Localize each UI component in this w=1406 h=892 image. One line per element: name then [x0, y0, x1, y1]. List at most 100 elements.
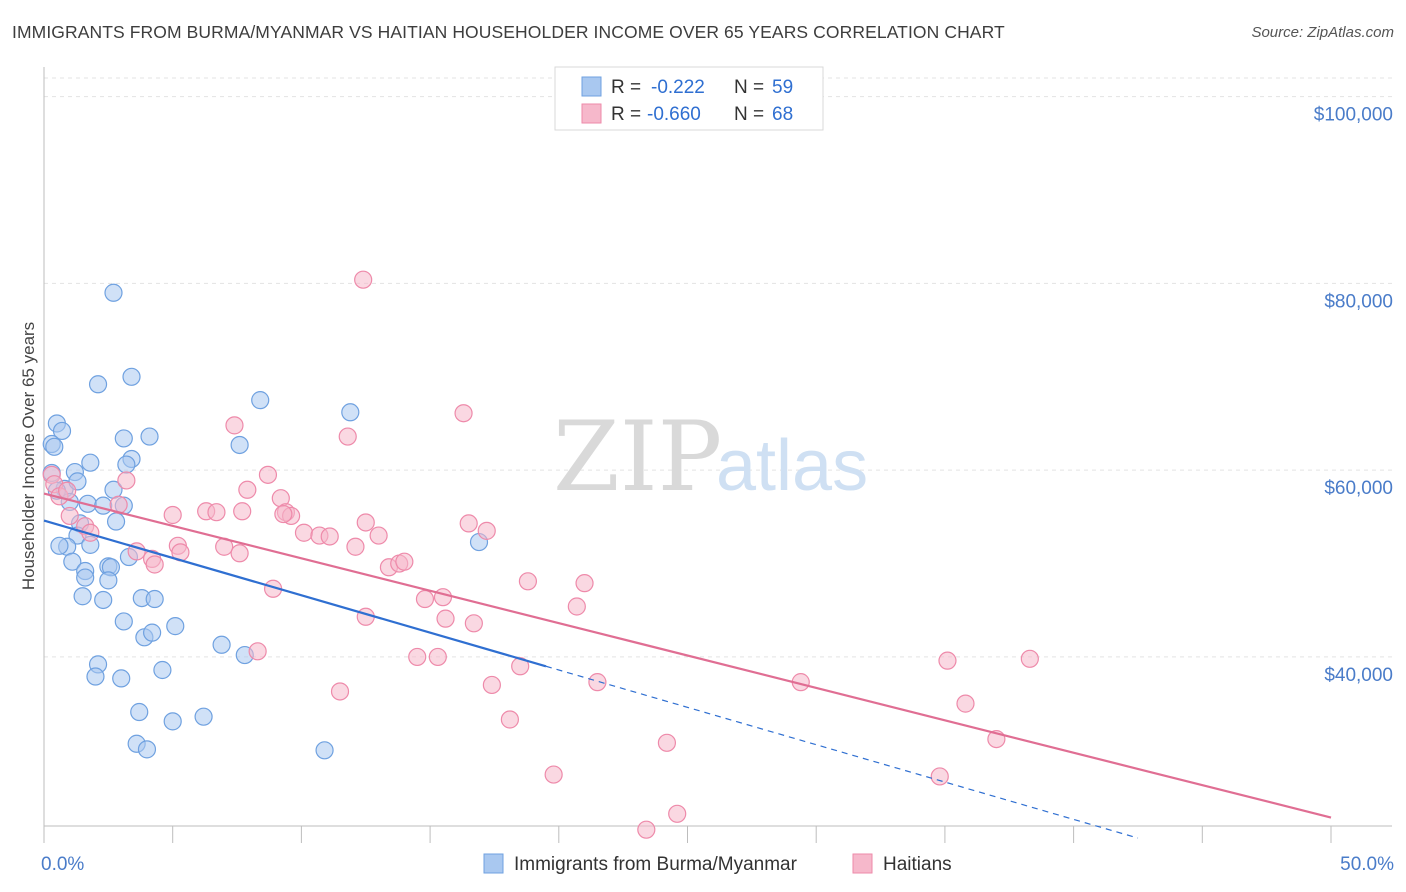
point-haitians-42 — [433, 588, 453, 607]
legend-r-value-burma: -0.222 — [651, 77, 705, 98]
legend-r-label-burma: R = — [611, 77, 641, 98]
point-haitians-22 — [258, 465, 278, 484]
watermark-atlas: atlas — [716, 426, 868, 506]
bottom-legend-label-burma: Immigrants from Burma/Myanmar — [514, 854, 798, 875]
point-haitians-33 — [354, 270, 373, 289]
point-burma-38 — [166, 617, 185, 636]
point-burma-45 — [112, 669, 131, 688]
point-burma-1 — [88, 375, 108, 394]
correlation-legend: R = -0.222 N = 59 R = -0.660 N = 68 — [554, 66, 824, 131]
y-tick-labels: $40,000 $60,000 $80,000 $100,000 — [1314, 105, 1393, 686]
y-tick-label-2: $80,000 — [1324, 291, 1393, 312]
legend-swatch-burma — [581, 76, 602, 97]
trend-line-burma — [43, 519, 547, 668]
legend-n-value-burma: 59 — [772, 77, 793, 98]
chart-title: IMMIGRANTS FROM BURMA/MYANMAR VS HAITIAN… — [12, 22, 1005, 42]
point-haitians-32 — [346, 537, 365, 556]
series-legend: Immigrants from Burma/Myanmar Haitians — [483, 853, 952, 875]
point-burma-7 — [114, 429, 133, 448]
point-haitians-55 — [588, 673, 607, 692]
point-haitians-53 — [567, 597, 586, 616]
point-haitians-41 — [428, 647, 447, 667]
y-axis-label: Householder Income Over 65 years — [19, 322, 38, 590]
point-burma-52 — [315, 741, 334, 760]
point-haitians-52 — [544, 765, 563, 784]
point-burma-57 — [73, 587, 92, 606]
source-label: Source: ZipAtlas.com — [1251, 24, 1394, 41]
point-haitians-31 — [338, 427, 357, 446]
trend-lines — [43, 492, 1332, 839]
trend-line-burma-extension — [545, 665, 1139, 839]
point-haitians-57 — [657, 733, 677, 752]
point-burma-10 — [81, 453, 100, 472]
point-burma-2 — [122, 367, 141, 386]
grid-lines — [44, 77, 1392, 658]
point-haitians-39 — [408, 647, 427, 667]
point-burma-40 — [143, 623, 162, 642]
point-haitians-51 — [518, 572, 538, 591]
data-points — [42, 270, 1039, 839]
point-burma-33 — [99, 571, 118, 590]
point-haitians-62 — [956, 694, 975, 713]
point-haitians-49 — [500, 710, 519, 729]
point-burma-49 — [194, 707, 213, 726]
point-haitians-43 — [436, 609, 455, 628]
point-haitians-27 — [294, 523, 314, 542]
y-tick-label-3: $100,000 — [1314, 105, 1393, 126]
point-burma-4 — [52, 421, 72, 441]
point-burma-58 — [45, 437, 64, 456]
point-haitians-61 — [938, 651, 957, 670]
x-tick-label-1: 50.0% — [1340, 854, 1394, 875]
point-haitians-56 — [637, 820, 656, 839]
point-haitians-58 — [668, 804, 687, 823]
point-haitians-21 — [248, 642, 267, 661]
point-burma-26 — [50, 536, 69, 555]
point-burma-0 — [104, 283, 123, 302]
point-haitians-46 — [464, 614, 483, 633]
point-burma-51 — [137, 740, 157, 759]
legend-r-label-haitians: R = — [611, 104, 641, 125]
point-haitians-38 — [395, 552, 414, 571]
point-burma-36 — [94, 590, 113, 610]
point-haitians-11 — [163, 505, 182, 525]
point-haitians-34 — [356, 513, 375, 532]
point-haitians-40 — [415, 589, 435, 609]
legend-swatch-haitians — [581, 103, 602, 124]
trend-line-haitians — [43, 492, 1332, 819]
point-haitians-7 — [117, 471, 136, 490]
legend-r-value-haitians: -0.660 — [647, 104, 701, 125]
point-burma-53 — [230, 435, 249, 455]
point-haitians-44 — [454, 404, 473, 423]
bottom-legend-swatch-haitians — [852, 853, 873, 874]
point-burma-35 — [145, 589, 164, 609]
legend-n-label-burma: N = — [734, 77, 764, 98]
point-haitians-15 — [207, 503, 226, 522]
watermark: ZIP atlas — [553, 401, 868, 513]
y-tick-label-0: $40,000 — [1324, 665, 1393, 686]
point-haitians-48 — [482, 675, 501, 695]
point-burma-48 — [163, 712, 182, 731]
point-haitians-45 — [459, 514, 478, 533]
point-haitians-18 — [230, 544, 249, 563]
y-tick-label-1: $60,000 — [1324, 478, 1393, 499]
point-burma-19 — [94, 496, 113, 515]
point-burma-47 — [130, 702, 149, 722]
point-burma-21 — [106, 512, 126, 531]
bottom-legend-swatch-burma — [483, 853, 504, 874]
point-haitians-54 — [575, 574, 594, 593]
point-haitians-19 — [233, 502, 252, 521]
point-haitians-47 — [477, 521, 496, 540]
point-burma-44 — [86, 667, 105, 686]
point-haitians-17 — [225, 416, 244, 435]
legend-n-value-haitians: 68 — [772, 104, 793, 125]
point-burma-55 — [341, 403, 360, 422]
point-burma-27 — [63, 552, 82, 571]
point-burma-54 — [251, 391, 270, 410]
x-tick-labels: 0.0% 50.0% — [41, 854, 1394, 875]
point-burma-32 — [76, 568, 95, 587]
point-haitians-30 — [330, 682, 350, 701]
point-haitians-64 — [1020, 649, 1039, 668]
point-haitians-65 — [274, 504, 293, 524]
point-haitians-60 — [930, 767, 949, 786]
